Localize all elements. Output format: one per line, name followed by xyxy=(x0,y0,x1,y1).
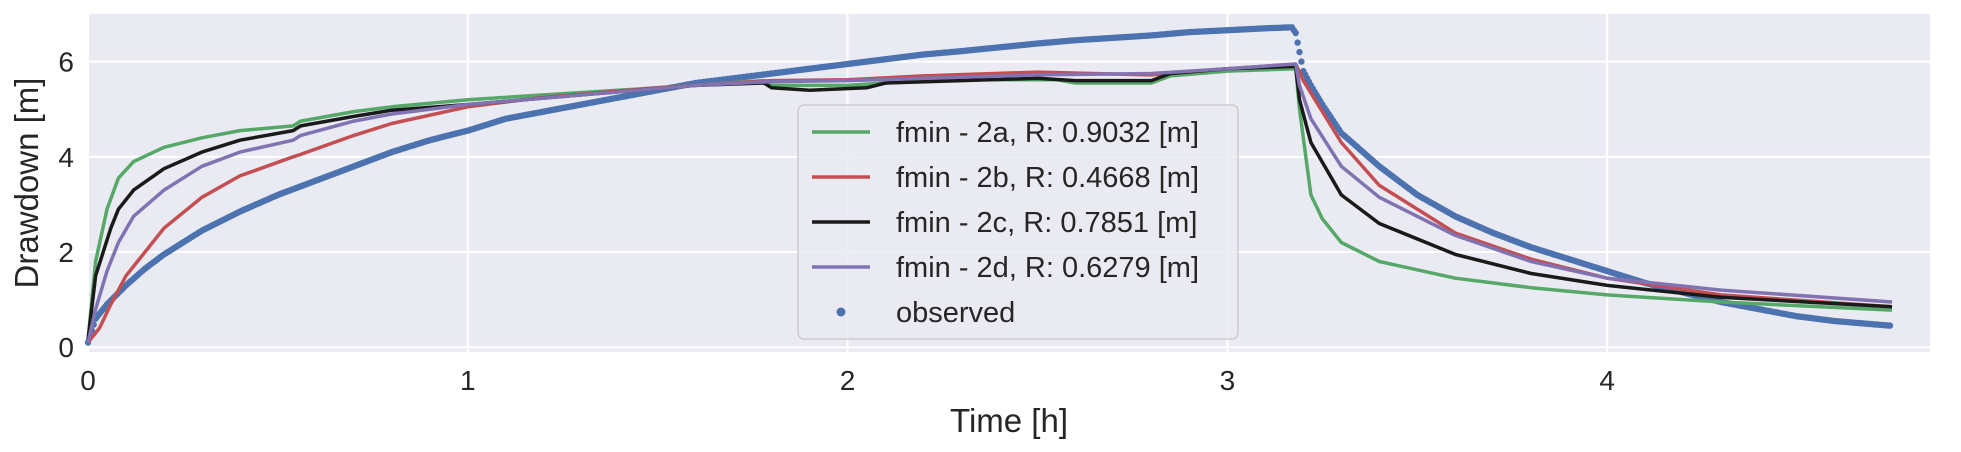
observed-point xyxy=(1294,39,1301,46)
series-line-3 xyxy=(86,62,1893,343)
series-line-0 xyxy=(86,66,1893,341)
legend-item: fmin - 2b, R: 0.4668 [m] xyxy=(812,162,1199,194)
legend-label: observed xyxy=(896,297,1015,329)
observed-point xyxy=(1296,48,1303,56)
legend-label: fmin - 2c, R: 0.7851 [m] xyxy=(896,207,1197,239)
x-tick-label: 1 xyxy=(460,365,476,396)
x-tick-label: 4 xyxy=(1599,365,1615,396)
legend-label: fmin - 2b, R: 0.4668 [m] xyxy=(896,162,1199,194)
y-axis-label: Drawdown [m] xyxy=(8,78,45,289)
legend-item: fmin - 2d, R: 0.6279 [m] xyxy=(812,252,1199,284)
y-tick-label: 4 xyxy=(58,142,74,173)
x-axis-ticks: 0 1 2 3 4 xyxy=(80,365,1615,396)
y-tick-label: 0 xyxy=(58,332,74,363)
legend-label: fmin - 2d, R: 0.6279 [m] xyxy=(896,252,1199,284)
observed-point xyxy=(1292,29,1299,37)
x-axis-label: Time [h] xyxy=(950,402,1068,439)
x-tick-label: 3 xyxy=(1220,365,1236,396)
legend-label: fmin - 2a, R: 0.9032 [m] xyxy=(896,117,1199,149)
legend-marker xyxy=(836,307,846,317)
legend-box xyxy=(797,104,1239,340)
observed-point xyxy=(1298,58,1305,65)
series-observed xyxy=(84,24,1894,346)
y-tick-label: 2 xyxy=(58,237,74,268)
observed-point xyxy=(1886,322,1894,329)
x-tick-label: 2 xyxy=(840,365,856,396)
y-tick-label: 6 xyxy=(58,47,74,78)
x-tick-label: 0 xyxy=(80,365,96,396)
legend-item: fmin - 2a, R: 0.9032 [m] xyxy=(812,117,1199,149)
series-line-2 xyxy=(86,64,1893,341)
legend-item: observed xyxy=(836,297,1015,329)
y-axis-ticks: 0 2 4 6 xyxy=(58,47,74,364)
legend-item: fmin - 2c, R: 0.7851 [m] xyxy=(812,207,1197,239)
legend: fmin - 2a, R: 0.9032 [m] fmin - 2b, R: 0.… xyxy=(797,104,1239,340)
series-layer xyxy=(84,24,1894,346)
